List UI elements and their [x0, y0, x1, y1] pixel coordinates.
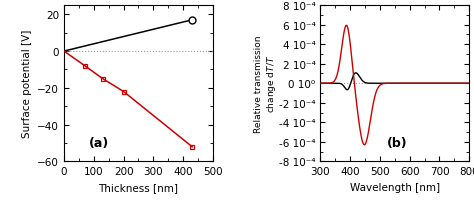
X-axis label: Thickness [nm]: Thickness [nm] — [99, 182, 179, 192]
X-axis label: Wavelength [nm]: Wavelength [nm] — [350, 182, 440, 192]
Y-axis label: Surface potential [V]: Surface potential [V] — [22, 30, 32, 138]
Text: (a): (a) — [89, 136, 109, 149]
Text: (b): (b) — [387, 136, 408, 149]
Y-axis label: Relative transmission
change d$T$/$T$: Relative transmission change d$T$/$T$ — [254, 35, 277, 132]
